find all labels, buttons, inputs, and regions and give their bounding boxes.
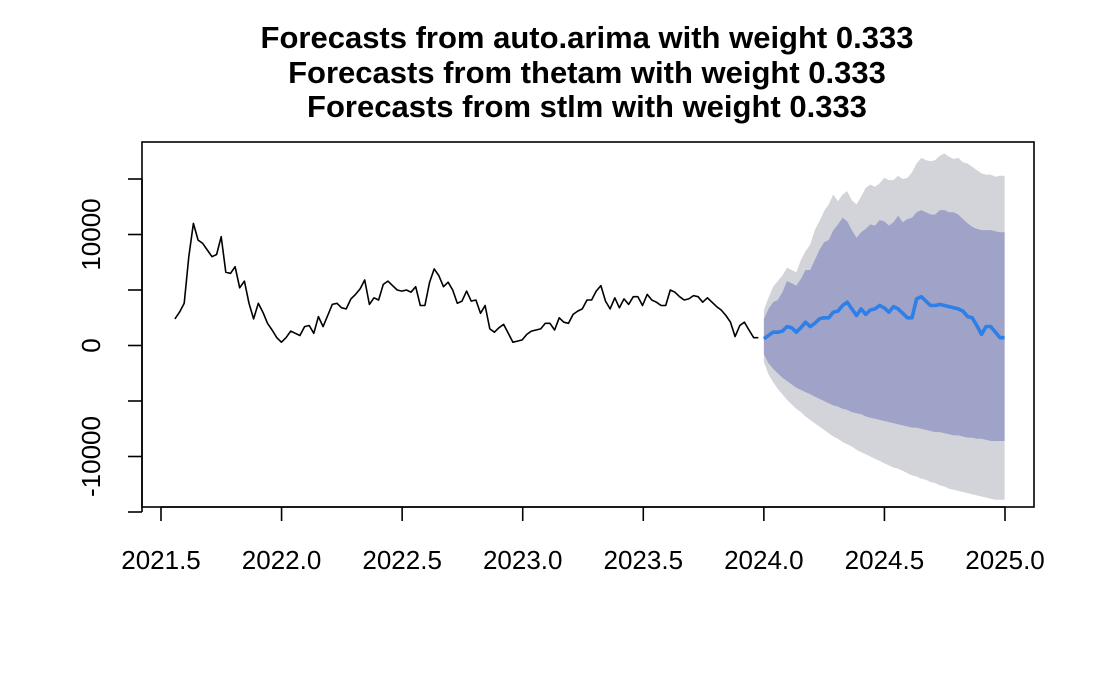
x-tick-label: 2021.5 [121,545,201,575]
chart-title-line-1: Forecasts from auto.arima with weight 0.… [260,20,914,55]
x-tick-label: 2022.5 [362,545,442,575]
forecast-mean-line [762,294,1005,341]
history-series-line [174,222,759,344]
forecast-intervals [763,153,1005,500]
series-lines [174,222,1005,344]
interval-80-band [763,210,1005,441]
x-tick-label: 2025.0 [965,545,1045,575]
axes: 2021.5 2022.0 2022.5 2023.0 2023.5 2024.0 2024… [76,141,1045,575]
x-tick-label: 2022.0 [242,545,322,575]
x-tick-label: 2024.5 [845,545,925,575]
chart-title-line-2: Forecasts from thetam with weight 0.333 [288,55,886,90]
x-tick-label: 2024.0 [724,545,804,575]
y-tick-label: 10000 [76,198,106,270]
chart-title-line-3: Forecasts from stlm with weight 0.333 [307,89,867,124]
y-tick-label: -10000 [76,416,106,497]
x-tick-label: 2023.0 [483,545,563,575]
x-tick-label: 2023.5 [604,545,684,575]
y-tick-label: 0 [76,338,106,352]
